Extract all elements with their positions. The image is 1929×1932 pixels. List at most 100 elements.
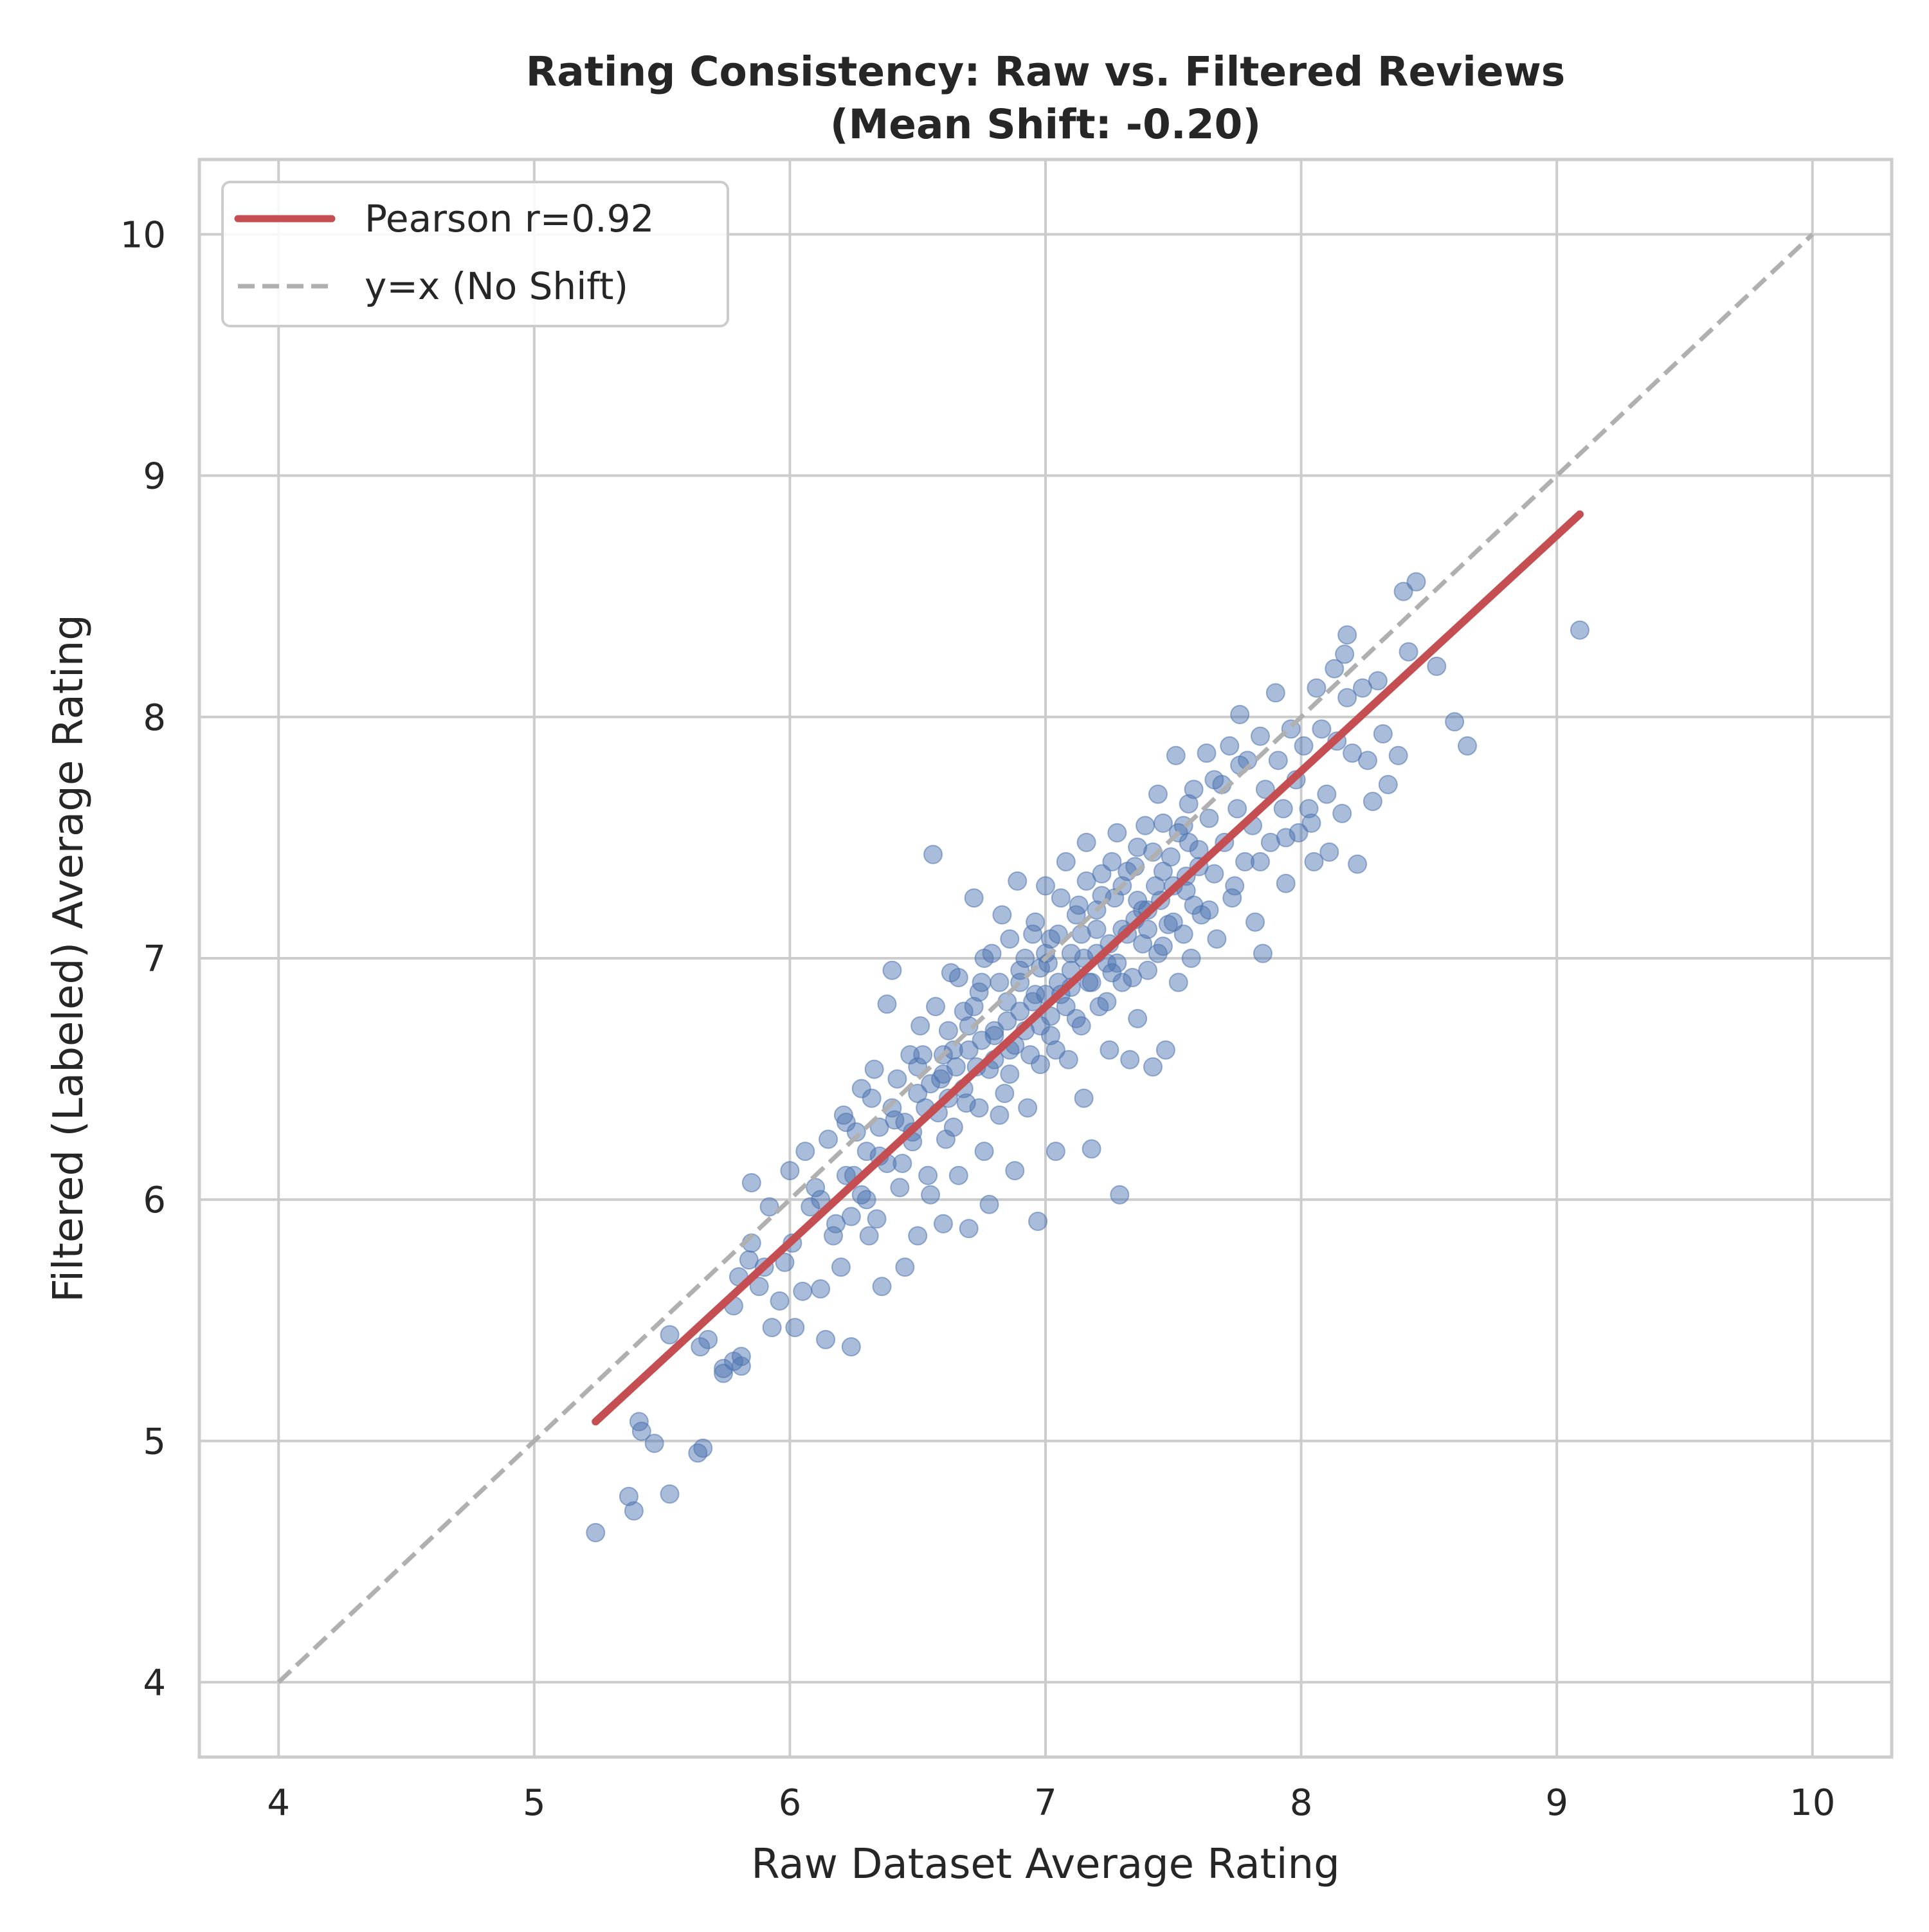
scatter-point	[910, 1016, 930, 1036]
scatter-point	[1294, 736, 1314, 756]
scatter-point	[1393, 581, 1413, 601]
scatter-point	[793, 1281, 813, 1301]
scatter-point	[1268, 751, 1288, 770]
scatter-point	[1074, 1088, 1094, 1108]
scatter-point	[1570, 620, 1589, 640]
scatter-point	[1373, 724, 1393, 744]
scatter-point	[959, 1040, 979, 1060]
scatter-point	[1276, 828, 1296, 848]
scatter-point	[1008, 871, 1028, 891]
scatter-point	[1204, 770, 1224, 790]
scatter-point	[1000, 929, 1020, 949]
scatter-point	[1026, 985, 1046, 1005]
scatter-point	[1179, 794, 1199, 814]
scatter-point	[979, 1194, 999, 1214]
scatter-point	[1335, 644, 1355, 664]
scatter-point	[841, 1337, 861, 1357]
y-tick-label: 5	[143, 1421, 166, 1463]
scatter-point	[1445, 712, 1465, 732]
scatter-point	[1225, 876, 1245, 896]
scatter-point	[1143, 1057, 1163, 1077]
scatter-point	[619, 1486, 638, 1506]
scatter-point	[969, 982, 989, 1002]
scatter-point	[1299, 799, 1319, 819]
scatter-point	[887, 1069, 907, 1089]
scatter-point	[1458, 736, 1478, 756]
scatter-point	[913, 1045, 933, 1065]
scatter-point	[1100, 1040, 1119, 1060]
scatter-point	[946, 1057, 966, 1077]
y-tick-label: 7	[143, 938, 166, 980]
scatter-point	[1235, 852, 1255, 871]
scatter-point	[1143, 842, 1163, 862]
legend-identity-label: y=x (No Shift)	[365, 264, 628, 308]
scatter-point	[1148, 784, 1168, 804]
scatter-point	[1317, 784, 1337, 804]
scatter-point	[1082, 1139, 1101, 1159]
scatter-point	[1184, 895, 1204, 915]
scatter-point	[698, 1329, 718, 1349]
scatter-point	[1357, 751, 1377, 770]
y-tick-label: 6	[143, 1180, 166, 1221]
scatter-point	[1168, 972, 1188, 992]
chart-title: Rating Consistency: Raw vs. Filtered Rev…	[526, 48, 1566, 95]
scatter-point	[1337, 625, 1357, 645]
scatter-point	[1325, 659, 1345, 679]
scatter-point	[660, 1325, 680, 1345]
x-tick-label: 9	[1545, 1782, 1568, 1824]
scatter-point	[816, 1329, 836, 1349]
scatter-point	[959, 1016, 979, 1036]
scatter-point	[877, 994, 897, 1014]
scatter-point	[693, 1438, 713, 1458]
scatter-point	[762, 1318, 782, 1338]
scatter-point	[1066, 905, 1086, 925]
scatter-point	[990, 1105, 1010, 1125]
scatter-point	[1110, 1185, 1130, 1205]
scatter-point	[1058, 1050, 1078, 1070]
x-tick-label: 6	[779, 1782, 802, 1824]
scatter-point	[1128, 1008, 1148, 1028]
x-tick-label: 8	[1290, 1782, 1313, 1824]
scatter-point	[1368, 671, 1388, 691]
scatter-point	[972, 1030, 992, 1050]
scatter-point	[948, 968, 968, 988]
scatter-point	[1197, 743, 1217, 763]
scatter-point	[811, 1279, 831, 1299]
scatter-point	[890, 1178, 910, 1198]
scatter-point	[1189, 840, 1209, 860]
scatter-point	[660, 1484, 680, 1504]
scatter-point	[1000, 1064, 1020, 1084]
scatter-point	[918, 1165, 938, 1185]
scatter-point	[631, 1421, 651, 1441]
scatter-point	[826, 1214, 846, 1234]
scatter-point	[1399, 642, 1418, 662]
scatter-point	[990, 972, 1010, 992]
scatter-point	[1005, 1161, 1025, 1181]
scatter-point	[1056, 852, 1076, 871]
scatter-point	[1388, 745, 1408, 765]
scatter-point	[943, 1117, 963, 1137]
scatter-point	[872, 1277, 892, 1297]
scatter-point	[1427, 656, 1447, 676]
scatter-point	[856, 1142, 876, 1162]
y-tick-label: 8	[143, 697, 166, 739]
scatter-point	[1120, 1050, 1140, 1070]
legend: Pearson r=0.92 y=x (No Shift)	[221, 181, 729, 327]
scatter-point	[1181, 949, 1201, 968]
scatter-point	[780, 1161, 800, 1181]
scatter-point	[1036, 876, 1055, 896]
scatter-point	[1250, 852, 1270, 871]
scatter-point	[795, 1142, 815, 1162]
scatter-point	[1031, 1055, 1051, 1075]
scatter-point	[819, 1129, 838, 1149]
scatter-point	[1040, 929, 1060, 949]
y-tick-label: 9	[143, 456, 166, 498]
scatter-point	[1227, 799, 1247, 819]
scatter-point	[1153, 861, 1173, 881]
scatter-point	[1153, 813, 1173, 833]
scatter-point	[1112, 972, 1132, 992]
identity-line	[276, 232, 1815, 1684]
scatter-point	[731, 1347, 751, 1367]
